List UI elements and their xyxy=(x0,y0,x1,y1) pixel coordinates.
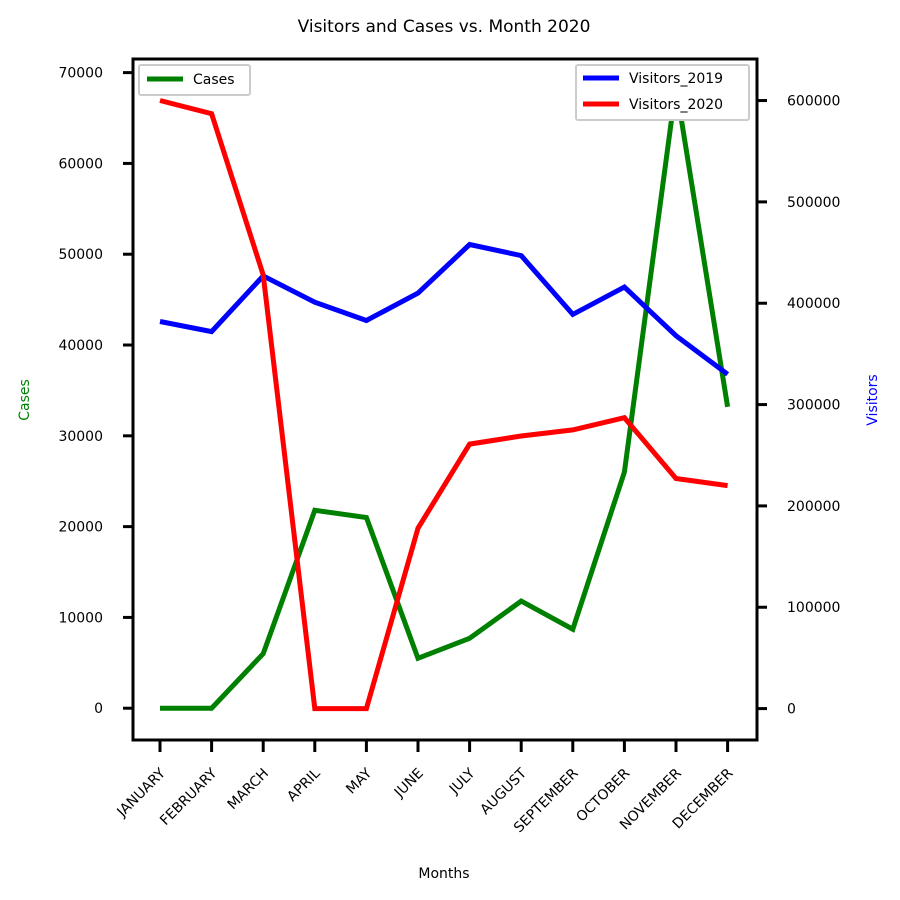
legend-label-visitors-2020: Visitors_2020 xyxy=(629,97,723,113)
right-tick-label: 500000 xyxy=(787,195,840,211)
left-tick-label: 10000 xyxy=(58,610,103,626)
x-tick-label: APRIL xyxy=(284,765,324,805)
series-line-visitors-2020 xyxy=(159,98,728,712)
right-tick-label: 0 xyxy=(787,702,796,718)
legend-right-box xyxy=(575,64,750,121)
right-y-axis-label: Visitors xyxy=(865,374,881,425)
x-tick-label: AUGUST xyxy=(477,765,530,818)
legend-right: Visitors_2019 Visitors_2020 xyxy=(575,64,750,121)
left-tick-label: 60000 xyxy=(58,156,103,172)
right-tick-label: 200000 xyxy=(787,499,840,515)
legend-left: Cases xyxy=(138,64,251,96)
series-layer xyxy=(159,85,731,712)
x-tick-label: JUNE xyxy=(391,766,427,802)
right-tick-label: 400000 xyxy=(787,296,840,312)
left-tick-label: 20000 xyxy=(58,520,103,536)
legend-label-cases: Cases xyxy=(193,72,235,88)
x-tick-label: MAY xyxy=(343,765,375,797)
right-axis-ticks: 0 100000 200000 300000 400000 500000 600000 xyxy=(757,94,840,718)
right-tick-label: 600000 xyxy=(787,94,840,110)
x-axis-label: Months xyxy=(418,866,469,882)
left-y-axis-label: Cases xyxy=(17,379,33,421)
series-line-cases xyxy=(160,85,731,711)
left-axis-ticks: 0 10000 20000 30000 40000 50000 60000 70000 xyxy=(58,66,133,717)
right-tick-label: 100000 xyxy=(787,600,840,616)
chart-title: Visitors and Cases vs. Month 2020 xyxy=(298,17,591,37)
x-tick-label: MARCH xyxy=(225,766,272,813)
plot-area-frame xyxy=(131,57,759,742)
series-line-visitors-2019 xyxy=(159,241,730,377)
right-tick-label: 300000 xyxy=(787,398,840,414)
left-tick-label: 30000 xyxy=(58,429,103,445)
left-tick-label: 0 xyxy=(94,701,103,717)
left-tick-label: 40000 xyxy=(58,338,103,354)
left-tick-label: 70000 xyxy=(58,66,103,82)
legend-left-box xyxy=(138,64,251,96)
left-tick-label: 50000 xyxy=(58,247,103,263)
legend-label-visitors-2019: Visitors_2019 xyxy=(629,71,723,87)
x-tick-label: JULY xyxy=(446,765,479,798)
